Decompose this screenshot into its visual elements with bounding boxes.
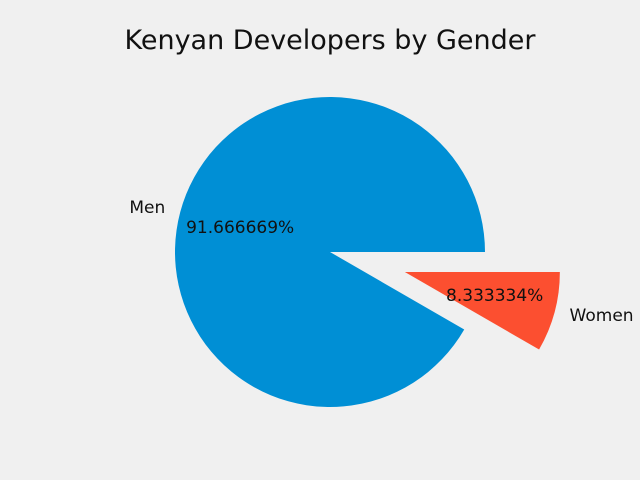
pie-slice-women bbox=[404, 272, 560, 350]
slice-label-men: Men bbox=[129, 198, 165, 218]
pie-slice-men bbox=[174, 96, 485, 407]
slice-label-women: Women bbox=[570, 306, 634, 326]
slice-percent-women: 8.333334% bbox=[446, 286, 543, 306]
pie-slices bbox=[174, 96, 560, 407]
chart-title: Kenyan Developers by Gender bbox=[124, 25, 536, 56]
pie-labels: Men 91.666669% Women 8.333334% bbox=[129, 198, 633, 326]
slice-percent-men: 91.666669% bbox=[186, 218, 294, 238]
